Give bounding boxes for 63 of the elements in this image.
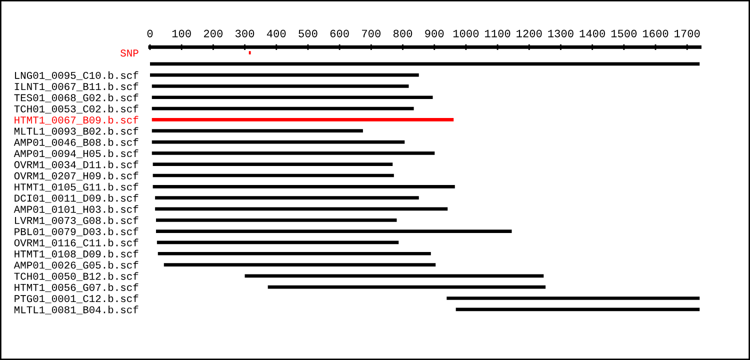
x-tick-label: 200 (204, 30, 223, 38)
x-tick-label: 500 (298, 30, 318, 38)
x-tick-label: 0 (147, 30, 153, 38)
y-tick-label: OVRM1_0116_C11.b.scf (14, 238, 138, 248)
bar (152, 162, 393, 166)
y-tick-label: AMP01_0046_B08.b.scf (14, 138, 138, 147)
bar (152, 140, 405, 144)
y-tick-label: MLTL1_0093_B02.b.scf (14, 127, 138, 136)
y-tick-label: AMP01_0094_H05.b.scf (14, 149, 138, 158)
bar (152, 106, 414, 110)
x-tick-label: 300 (235, 30, 254, 38)
bar (152, 184, 455, 188)
y-tick-label: AMP01_0026_G05.b.scf (14, 261, 138, 270)
bar (164, 263, 436, 266)
y-tick-label: DCI01_0011_D09.b.scf (14, 194, 138, 203)
bar (155, 207, 448, 211)
x-tick-label: 800 (393, 30, 412, 38)
bar (152, 84, 409, 88)
y-tick-label: PTG01_0001_C12.b.scf (14, 294, 138, 304)
bar (446, 296, 700, 300)
y-tick-label: MLTL1_0081_B04.b.scf (14, 306, 138, 314)
y-tick-label: TCH01_0053_C02.b.scf (14, 104, 138, 114)
bar (158, 252, 431, 256)
y-tick-label: AMP01_0101_H03.b.scf (14, 205, 138, 214)
x-tick-label: 600 (330, 30, 349, 38)
x-tick-label: 1500 (611, 30, 637, 38)
bar (456, 308, 700, 312)
bar (156, 240, 399, 244)
bar (156, 230, 512, 233)
y-tick-label: PBL01_0079_D03.b.scf (14, 228, 138, 236)
x-tick-label: 1600 (642, 30, 668, 38)
y-tick-label: HTMT1_0056_G07.b.scf (14, 283, 138, 292)
x-tick-label: 900 (425, 30, 444, 38)
x-tick-label: 1200 (516, 30, 542, 38)
y-tick-label: HTMT1_0105_G11.b.scf (14, 182, 138, 192)
bar (155, 196, 419, 200)
y-tick-label: LVRM1_0073_G08.b.scf (15, 216, 138, 226)
x-tick-label: 100 (172, 30, 191, 38)
x-tick-label: 400 (266, 30, 286, 38)
x-tick-label: 1000 (453, 30, 479, 38)
bar (152, 96, 433, 100)
x-tick-label: 1700 (674, 30, 700, 38)
bar (152, 152, 435, 155)
bar (150, 73, 419, 77)
bar (152, 129, 363, 133)
bar (268, 285, 546, 289)
y-tick-label: ILNT1_0067_B11.b.scf (14, 82, 138, 92)
x-tick-label: 1400 (580, 30, 605, 38)
x-tick-label: 700 (362, 30, 380, 38)
y-tick-label: OVRM1_0034_D11.b.scf (14, 160, 138, 170)
y-tick-label: LNG01_0095_C10.b.scf (15, 71, 138, 80)
x-tick-label: 1300 (548, 30, 574, 38)
bar (156, 218, 397, 222)
x-tick-label: 1100 (485, 30, 510, 38)
bar (150, 62, 700, 66)
bar (152, 118, 454, 122)
y-tick-label: HTMT1_0067_B09.b.scf (14, 116, 138, 125)
bar (152, 174, 394, 178)
y-tick-label: HTMT1_0108_D09.b.scf (14, 250, 138, 259)
y-tick-label: TES01_0068_G02.b.scf (14, 94, 138, 102)
y-tick-label: SNP (120, 50, 138, 57)
y-tick-label: TCH01_0050_B12.b.scf (14, 272, 138, 281)
y-tick-label: OVRM1_0207_H09.b.scf (14, 172, 138, 180)
